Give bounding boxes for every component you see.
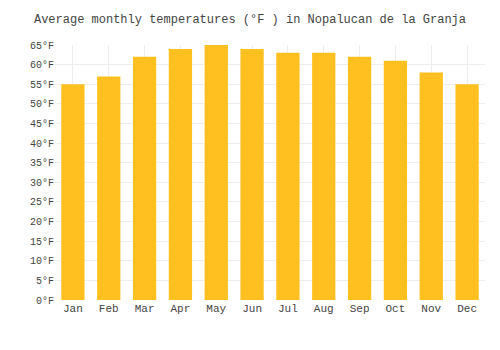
svg-text:65°F: 65°F [30, 41, 54, 52]
svg-text:55°F: 55°F [30, 80, 54, 91]
svg-text:30°F: 30°F [30, 178, 54, 189]
svg-text:Average monthly temperatures (: Average monthly temperatures (°F ) in No… [34, 13, 466, 27]
svg-text:Dec: Dec [457, 303, 477, 315]
svg-text:Jul: Jul [278, 303, 298, 315]
svg-text:Nov: Nov [421, 303, 441, 315]
svg-text:0°F: 0°F [36, 296, 54, 307]
svg-text:Aug: Aug [314, 303, 334, 315]
svg-text:60°F: 60°F [30, 60, 54, 71]
svg-text:Mar: Mar [135, 303, 155, 315]
svg-text:15°F: 15°F [30, 237, 54, 248]
svg-text:Jun: Jun [242, 303, 262, 315]
svg-text:5°F: 5°F [36, 276, 54, 287]
svg-text:10°F: 10°F [30, 256, 54, 267]
svg-text:40°F: 40°F [30, 139, 54, 150]
svg-text:45°F: 45°F [30, 119, 54, 130]
svg-text:20°F: 20°F [30, 217, 54, 228]
svg-text:35°F: 35°F [30, 158, 54, 169]
svg-text:25°F: 25°F [30, 197, 54, 208]
svg-text:Jan: Jan [63, 303, 83, 315]
svg-text:May: May [206, 303, 226, 315]
svg-text:Feb: Feb [99, 303, 119, 315]
svg-text:Oct: Oct [386, 303, 406, 315]
svg-text:50°F: 50°F [30, 99, 54, 110]
svg-text:Sep: Sep [350, 303, 370, 315]
svg-text:Apr: Apr [171, 303, 191, 315]
